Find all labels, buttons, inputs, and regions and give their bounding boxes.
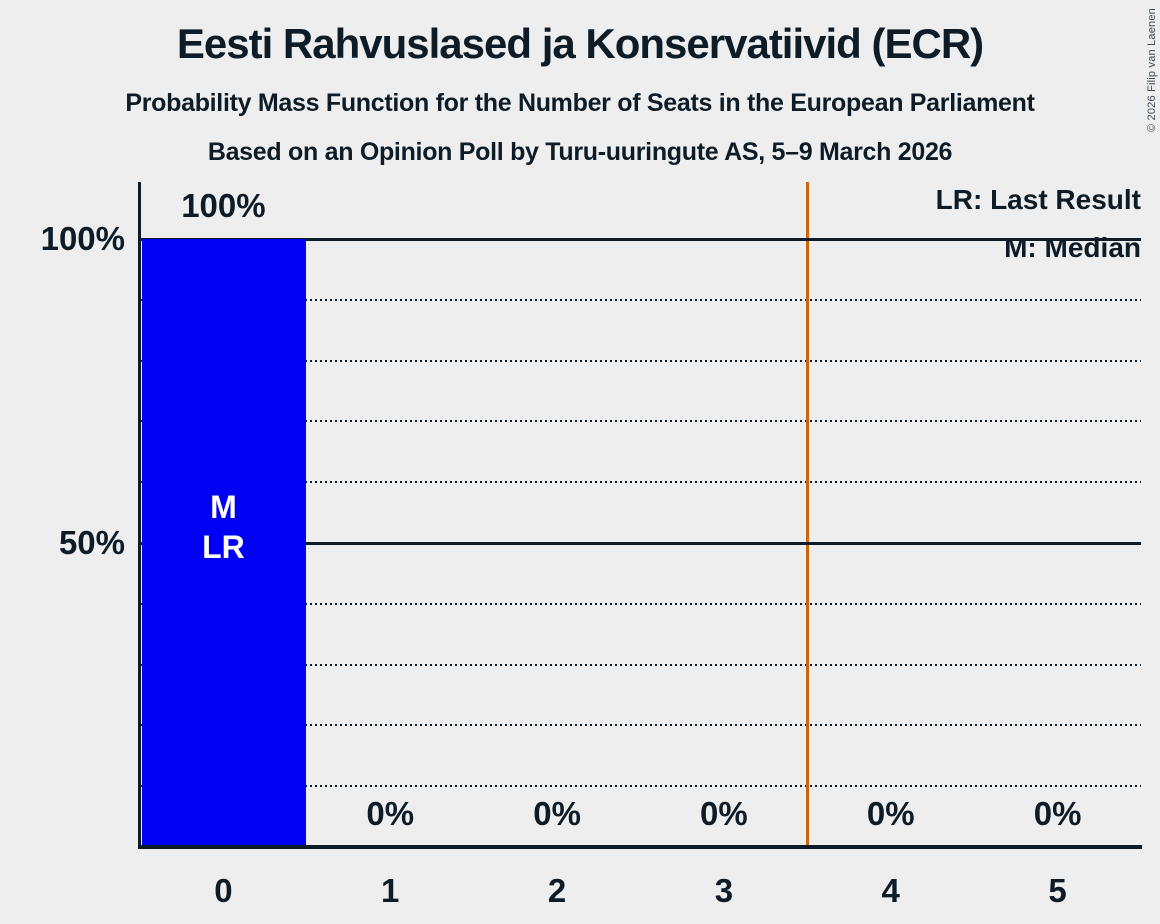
gridline-solid-50: [140, 541, 1141, 545]
bar-marker-box: M LR: [140, 487, 307, 567]
legend-last-result: LR: Last Result: [935, 184, 1141, 215]
gridline-dotted-80: [140, 359, 1141, 362]
gridline-dotted-60: [140, 481, 1141, 484]
x-tick-label-1: 1: [381, 872, 400, 909]
gridline-dotted-40: [140, 602, 1141, 605]
last-result-marker: LR: [202, 529, 245, 565]
gridline-dotted-70: [140, 420, 1141, 423]
x-tick-label-0: 0: [214, 872, 233, 909]
bar-seats-0: [141, 239, 307, 846]
x-axis-line: [140, 845, 1142, 849]
y-axis-line: [138, 182, 141, 849]
bar-value-label: 100%: [181, 187, 266, 224]
chart-subtitle: Probability Mass Function for the Number…: [125, 89, 1035, 117]
chart-title: Eesti Rahvuslased ja Konservatiivid (ECR…: [176, 20, 984, 67]
x-tick-label-5: 5: [1048, 872, 1067, 909]
x-tick-label-3: 3: [714, 872, 734, 909]
x-tick-label-4: 4: [881, 872, 900, 909]
bar-value-label: 0%: [533, 795, 581, 832]
gridline-dotted-90: [140, 298, 1141, 301]
threshold-line: [805, 182, 809, 847]
bar-value-label: 0%: [366, 795, 415, 832]
bar-value-label: 0%: [866, 795, 915, 832]
gridline-dotted-30: [140, 663, 1141, 666]
y-axis-label-100: 100%: [40, 220, 125, 257]
chart-poll-source: Based on an Opinion Poll by Turu-uuringu…: [207, 138, 953, 166]
x-tick-label-2: 2: [547, 872, 567, 909]
gridline-dotted-10: [140, 785, 1141, 788]
bar-value-label: 0%: [700, 795, 748, 832]
median-marker: M: [210, 489, 237, 525]
gridline-solid-100: [140, 237, 1141, 241]
y-axis-label-50: 50%: [58, 524, 125, 561]
gridline-dotted-20: [140, 724, 1141, 727]
legend-median: M: Median: [1004, 232, 1141, 263]
bar-value-label: 0%: [1033, 795, 1082, 832]
